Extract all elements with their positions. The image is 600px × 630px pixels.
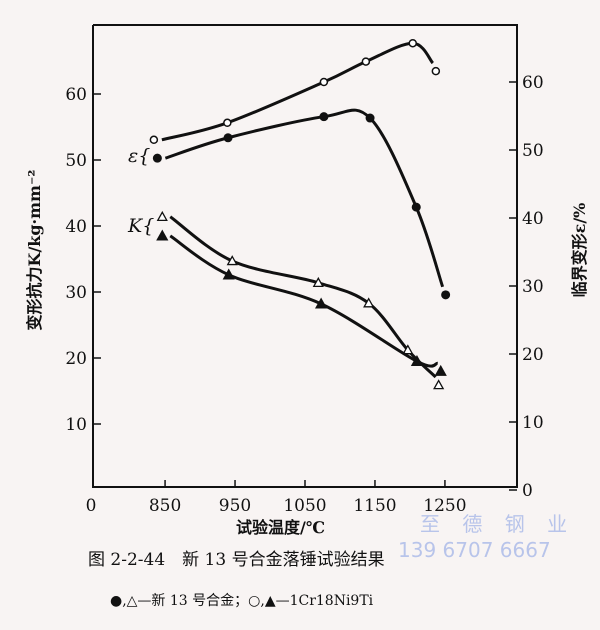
series-line-filled-triangle <box>169 234 439 368</box>
x-axis-label: 试验温度/℃ <box>236 518 326 537</box>
data-point-open-triangle <box>226 255 238 266</box>
data-point-open-circle <box>431 66 441 76</box>
y-left-tick-label: 10 <box>65 415 87 435</box>
data-point-open-triangle <box>312 276 324 288</box>
data-point-filled-circle <box>441 290 451 300</box>
data-point-filled-triangle <box>156 229 169 241</box>
data-point-open-circle <box>319 77 329 87</box>
data-point-filled-circle <box>411 202 421 212</box>
data-point-filled-circle <box>223 133 233 143</box>
y-right-tick-label: 60 <box>522 73 544 93</box>
series-line-filled-circle <box>164 108 445 288</box>
figure-legend: ●,△—新 13 号合金；○,▲—1Cr18Ni9Ti <box>110 593 374 609</box>
y-right-tick-label: 0 <box>522 481 533 501</box>
y-left-tick-label: 30 <box>65 283 87 303</box>
x-tick-label: 0 <box>86 496 97 516</box>
y-right-tick-label: 40 <box>522 209 544 229</box>
data-point-open-triangle <box>402 344 414 355</box>
data-point-open-triangle <box>363 297 375 308</box>
y-axis-right-label: 临界变形ε/% <box>570 202 589 298</box>
data-point-open-triangle <box>433 379 445 390</box>
epsilon-annotation: ε{ <box>128 145 150 167</box>
y-right-tick-label: 30 <box>522 277 544 297</box>
watermark-name: 至 德 钢 业 <box>420 512 576 536</box>
data-point-open-triangle <box>156 210 168 222</box>
data-point-filled-triangle <box>410 354 424 366</box>
k-annotation: K{ <box>127 215 154 237</box>
data-point-open-circle <box>408 38 417 48</box>
data-point-filled-triangle <box>434 364 447 376</box>
x-tick-label: 1250 <box>423 496 466 516</box>
data-point-open-circle <box>149 135 159 145</box>
x-tick-label: 1150 <box>353 496 396 516</box>
data-point-filled-circle <box>365 113 375 123</box>
y-right-tick-label: 10 <box>522 413 544 433</box>
plot-frame <box>92 24 518 488</box>
data-point-filled-triangle <box>314 297 328 309</box>
data-point-filled-circle <box>152 153 162 163</box>
x-tick-label: 1050 <box>283 496 326 516</box>
data-point-filled-circle <box>319 112 329 122</box>
data-point-open-circle <box>361 57 371 66</box>
y-left-tick-label: 60 <box>65 85 87 105</box>
y-left-tick-label: 20 <box>65 349 87 369</box>
x-tick-label: 950 <box>219 496 251 516</box>
data-point-filled-triangle <box>222 268 235 280</box>
figure-caption: 图 2-2-44 新 13 号合金落锤试验结果 <box>88 550 385 570</box>
y-left-tick-label: 50 <box>65 151 87 171</box>
series-line-open-circle <box>161 41 435 142</box>
y-left-tick-label: 40 <box>65 217 87 237</box>
y-right-tick-label: 20 <box>522 345 544 365</box>
watermark-phone: 139 6707 6667 <box>398 538 551 562</box>
data-point-open-circle <box>223 118 232 128</box>
y-right-tick-label: 50 <box>522 141 544 161</box>
y-axis-left-label: 变形抗力K/kg·mm⁻² <box>25 169 44 331</box>
x-tick-label: 850 <box>149 496 181 516</box>
